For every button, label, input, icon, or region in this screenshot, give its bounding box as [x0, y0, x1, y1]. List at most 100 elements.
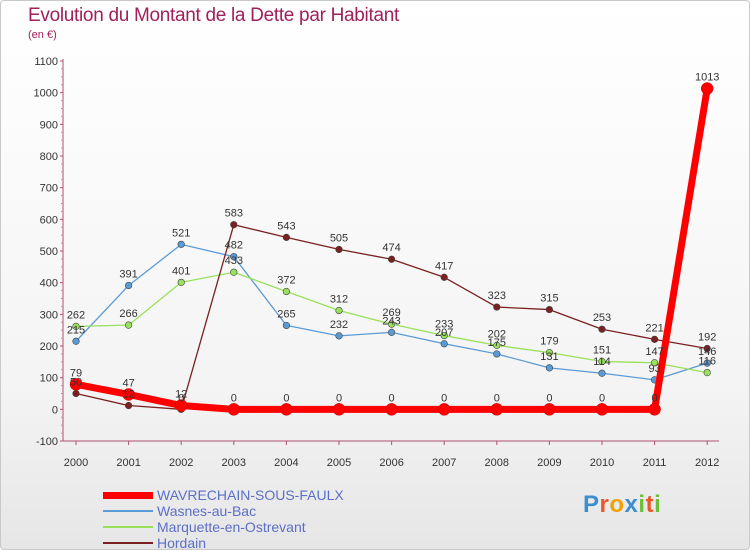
data-point [598, 325, 606, 333]
data-label: 266 [119, 308, 137, 320]
data-point [227, 403, 241, 416]
x-tick-label: 2008 [485, 457, 509, 469]
data-point [332, 403, 346, 416]
data-label: 505 [330, 232, 348, 244]
data-point [122, 388, 135, 401]
data-point [703, 359, 711, 367]
y-tick-label: 1000 [34, 88, 58, 100]
legend-swatch [103, 542, 153, 544]
data-label: 215 [67, 324, 85, 336]
legend-swatch [103, 510, 153, 512]
data-point [177, 278, 185, 286]
data-point [230, 253, 238, 261]
y-tick-label: 0 [52, 404, 58, 416]
data-label: 114 [593, 356, 611, 368]
data-label: 233 [435, 319, 453, 331]
data-point [703, 369, 711, 377]
data-label: 192 [698, 332, 716, 344]
data-point [124, 321, 133, 329]
data-label: 0 [652, 392, 658, 404]
y-tick-label: 1100 [34, 56, 58, 68]
data-label: 175 [488, 337, 506, 349]
data-label: 207 [435, 327, 453, 339]
y-tick-label: 400 [40, 278, 58, 290]
data-point [282, 233, 291, 241]
data-label: 0 [546, 392, 552, 404]
data-label: 482 [225, 240, 243, 252]
data-point [72, 389, 80, 398]
legend-swatch [103, 491, 153, 499]
data-point [598, 357, 606, 366]
data-label: 315 [540, 293, 558, 305]
data-label: 151 [593, 345, 611, 357]
data-label: 1013 [695, 72, 719, 84]
y-tick-label: 900 [40, 119, 58, 131]
x-tick-label: 2001 [116, 457, 140, 469]
y-tick-label: 200 [40, 341, 58, 353]
chart-title: Evolution du Montant de la Dette par Hab… [28, 5, 399, 26]
x-tick-label: 2003 [222, 457, 246, 469]
data-point [437, 403, 451, 416]
data-point [440, 340, 448, 348]
data-label: 474 [382, 242, 400, 254]
legend-item: Hordain [103, 535, 344, 549]
data-label: 0 [441, 392, 447, 404]
legend-item: Wasnes-au-Bac [103, 503, 344, 519]
data-label: 0 [336, 392, 342, 404]
x-tick-label: 2007 [432, 457, 456, 469]
y-tick-label: 600 [40, 214, 58, 226]
data-label: 79 [70, 367, 82, 379]
x-tick-label: 2002 [169, 457, 193, 469]
legend-label: Wasnes-au-Bac [157, 503, 257, 519]
y-tick-label: 500 [40, 246, 58, 258]
legend-label: Marquette-en-Ostrevant [157, 519, 306, 535]
data-point [543, 403, 556, 416]
data-label: 323 [488, 290, 506, 302]
data-point [335, 332, 343, 340]
data-label: 417 [435, 260, 453, 272]
data-label: 93 [648, 363, 660, 375]
data-point [545, 305, 554, 314]
data-point [493, 303, 501, 311]
data-label: 312 [330, 294, 348, 306]
data-point [545, 364, 554, 372]
data-point [388, 255, 396, 263]
x-tick-label: 2011 [643, 457, 667, 469]
data-label: 265 [277, 308, 295, 320]
x-tick-label: 2009 [537, 457, 561, 469]
data-label: 543 [277, 220, 295, 232]
data-label: 433 [225, 255, 243, 267]
legend-label: WAVRECHAIN-SOUS-FAULX [157, 487, 344, 503]
data-label: 262 [67, 309, 85, 321]
legend-item: WAVRECHAIN-SOUS-FAULX [103, 487, 344, 503]
data-point [280, 403, 293, 416]
data-point [388, 320, 396, 328]
data-point [72, 337, 80, 345]
data-label: 269 [382, 307, 400, 319]
data-label: 0 [389, 392, 395, 404]
x-tick-label: 2006 [379, 457, 403, 469]
data-point [230, 268, 238, 276]
y-tick-label: -100 [36, 436, 58, 448]
data-label: 232 [330, 319, 348, 331]
x-tick-label: 2004 [274, 457, 298, 469]
logo-letter: r [599, 491, 610, 518]
data-point [124, 401, 133, 410]
data-label: 221 [645, 322, 663, 334]
data-label: 47 [122, 377, 134, 389]
data-point [703, 344, 711, 353]
legend-swatch [103, 526, 153, 528]
data-label: 147 [645, 346, 663, 358]
data-point [440, 273, 448, 281]
data-label: 0 [599, 392, 605, 404]
data-label: 0 [231, 392, 237, 404]
data-point [282, 287, 291, 296]
x-tick-label: 2012 [695, 457, 719, 469]
data-label: 131 [540, 351, 558, 363]
data-point [490, 403, 504, 416]
data-label: 146 [698, 346, 716, 358]
data-label: 12 [175, 389, 187, 401]
logo-letter: P [583, 491, 600, 518]
